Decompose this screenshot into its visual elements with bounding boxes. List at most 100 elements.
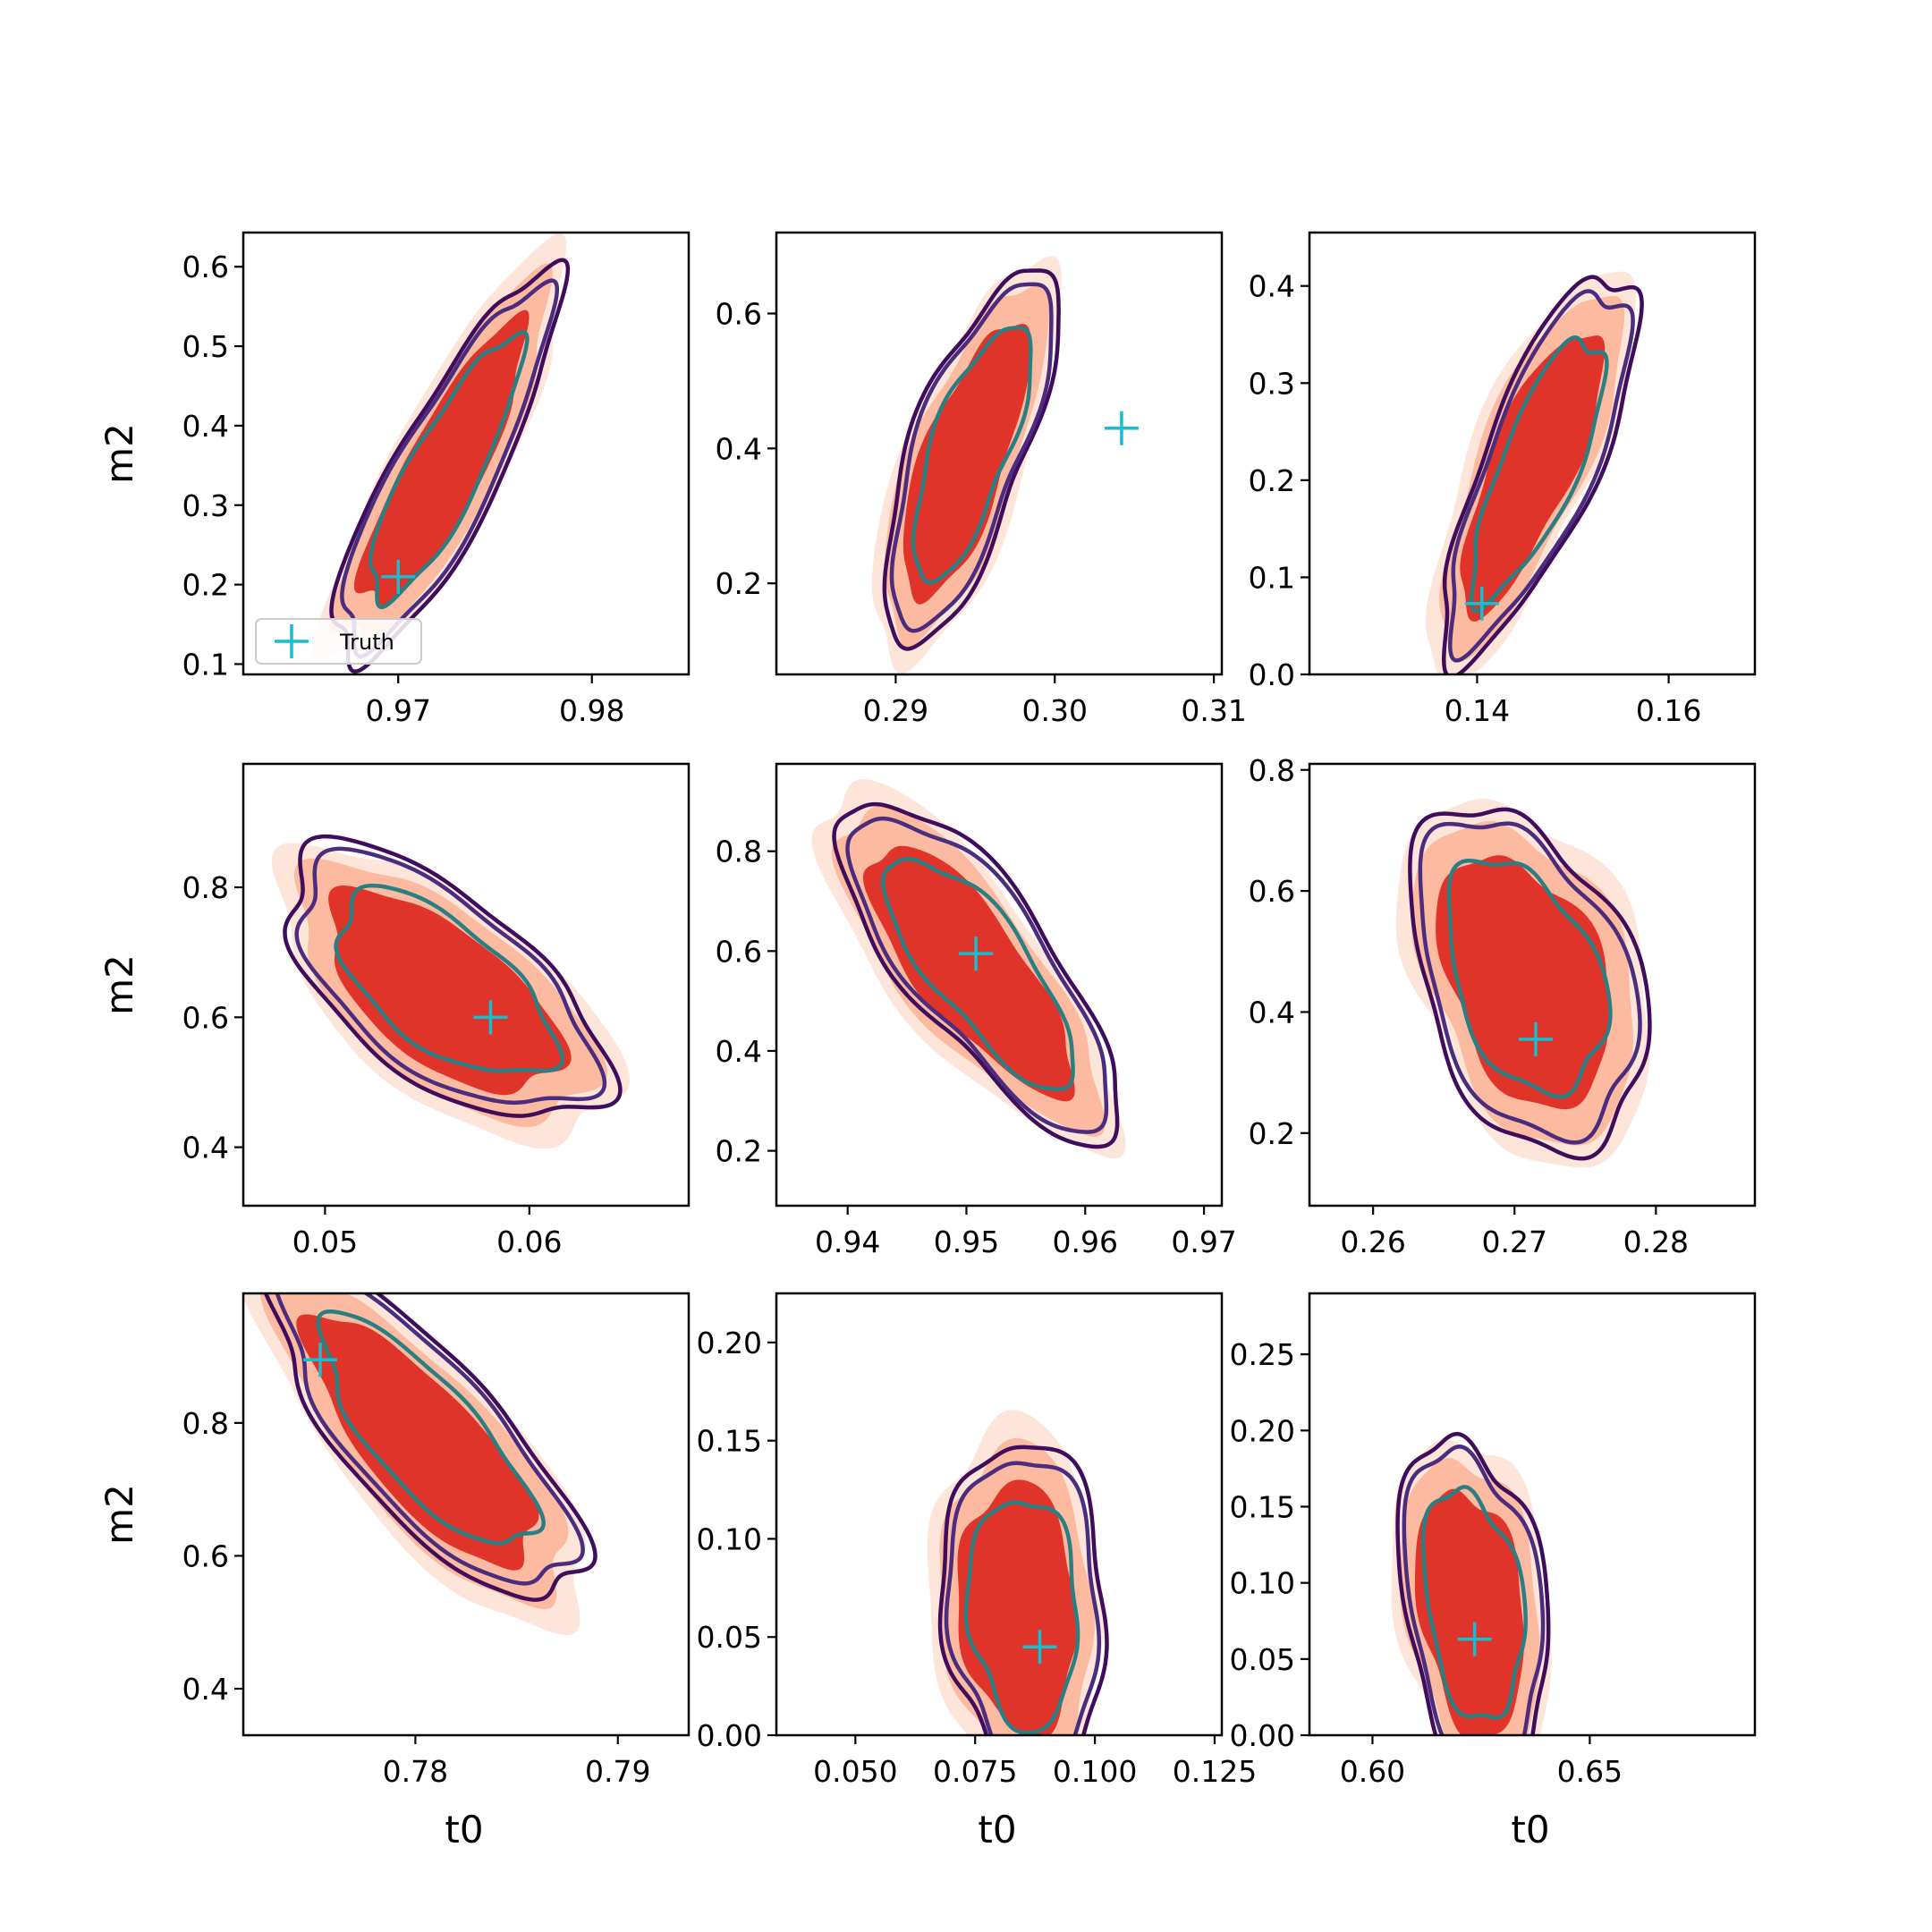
x-tick-label: 0.97 [365,693,430,728]
contour-line-2 [889,282,1054,633]
contour-line-2 [1418,821,1642,1145]
y-tick-label: 0.00 [1230,1718,1295,1753]
y-tick-label: 0.2 [1249,1116,1295,1151]
axes-frame [1308,762,1757,1208]
truth-marker [1104,411,1139,445]
contour-line-3 [316,1309,546,1546]
y-tick-label: 0.05 [1230,1642,1295,1677]
panel-5-contours [811,779,1126,1159]
panel-6-contours [1395,799,1652,1168]
y-axis-label: m2 [97,954,141,1015]
density-fill-3 [902,324,1031,605]
x-tick-label: 0.79 [585,1754,650,1789]
y-tick-label: 0.4 [182,1131,229,1165]
y-tick-label: 0.3 [182,488,229,523]
y-tick-label: 0.2 [1249,463,1295,498]
density-fill-3 [328,886,572,1096]
axes-frame [242,1292,691,1737]
contour-line-2 [1402,1445,1546,1735]
x-tick-label: 0.31 [1181,693,1246,728]
y-tick-label: 0.4 [716,431,762,466]
x-tick-label: 0.050 [813,1754,897,1789]
y-tick-label: 0.5 [182,329,229,364]
density-fill-3 [1460,335,1606,622]
contour-line-1 [263,1293,597,1602]
contour-line-3 [1446,859,1613,1099]
contour-line-3 [963,1500,1080,1735]
contour-line-2 [275,1293,585,1586]
truth-marker [1464,586,1499,621]
panel-2: 0.29 0.30 0.31 0.2 0.4 0.6 [716,231,1247,728]
y-tick-label: 0.8 [716,835,762,869]
contour-line-3 [1469,335,1609,614]
panel-3: 0.14 0.16 0.0 0.1 0.2 0.3 0.4 [1249,231,1757,728]
x-tick-label: 0.78 [383,1754,448,1789]
y-tick-label: 0.4 [182,409,229,444]
y-tick-label: 0.2 [716,566,762,601]
y-tick-label: 0.6 [1249,874,1295,909]
truth-marker [473,1000,508,1035]
contour-line-1 [283,834,623,1118]
contour-line-3 [880,856,1075,1091]
axes-frame [242,762,691,1208]
x-tick-label: 0.95 [934,1224,999,1259]
x-axis-label: t0 [978,1808,1016,1852]
y-tick-label: 0.6 [182,250,229,284]
panel-2-contours [871,256,1062,674]
x-tick-label: 0.100 [1053,1754,1137,1789]
x-tick-label: 0.30 [1022,693,1088,728]
truth-marker [1518,1021,1553,1056]
contour-line-2 [1447,289,1635,663]
y-tick-label: 0.8 [1249,753,1295,788]
panel-1-contours [312,233,571,674]
x-axis-label: t0 [1511,1808,1549,1852]
contour-line-2 [944,1461,1102,1735]
x-tick-label: 0.28 [1623,1224,1689,1259]
axes-frame [775,231,1224,676]
y-tick-label: 0.6 [716,934,762,969]
panel-4: 0.05 0.06 0.4 0.6 0.8 m2 [97,762,691,1259]
contour-line-1 [937,1445,1109,1735]
panel-9-contours [1391,1431,1552,1735]
y-tick-label: 0.05 [697,1620,762,1655]
y-tick-label: 0.4 [182,1672,229,1707]
contour-line-1 [1408,807,1652,1161]
contour-line-3 [1420,1485,1528,1720]
y-tick-label: 0.6 [182,1000,229,1035]
density-fill-3 [862,845,1075,1102]
y-tick-label: 0.8 [182,870,229,905]
truth-marker [381,559,416,594]
y-tick-label: 0.2 [182,568,229,603]
contour-line-2 [294,846,607,1106]
contour-line-3 [911,326,1033,585]
y-tick-label: 0.15 [1230,1489,1295,1524]
density-fill-3 [296,1314,539,1571]
y-tick-label: 0.00 [697,1718,762,1753]
y-tick-label: 0.0 [1249,657,1295,692]
y-tick-label: 0.20 [697,1326,762,1360]
y-tick-label: 0.2 [716,1134,762,1169]
x-tick-label: 0.125 [1173,1754,1257,1789]
panel-5: 0.94 0.95 0.96 0.97 0.2 0.4 0.6 0.8 [716,762,1237,1259]
axes-frame [242,231,691,676]
y-tick-label: 0.6 [182,1538,229,1573]
y-tick-label: 0.25 [1230,1337,1295,1372]
truth-marker [959,936,994,971]
y-tick-label: 0.20 [1230,1413,1295,1448]
legend-label: Truth [339,630,394,655]
legend-truth-marker [275,624,309,658]
x-tick-label: 0.98 [559,693,624,728]
y-axis-label: m2 [97,1484,141,1545]
x-tick-label: 0.16 [1636,693,1701,728]
panel-3-contours [1425,271,1644,674]
x-tick-label: 0.05 [292,1224,358,1259]
x-tick-label: 0.14 [1445,693,1510,728]
axes-frame [775,762,1224,1208]
x-tick-label: 0.65 [1557,1754,1623,1789]
y-tick-label: 0.3 [1249,366,1295,401]
y-tick-label: 0.4 [1249,269,1295,304]
x-tick-label: 0.27 [1481,1224,1546,1259]
contour-line-1 [1442,275,1644,674]
truth-marker [303,1343,338,1377]
